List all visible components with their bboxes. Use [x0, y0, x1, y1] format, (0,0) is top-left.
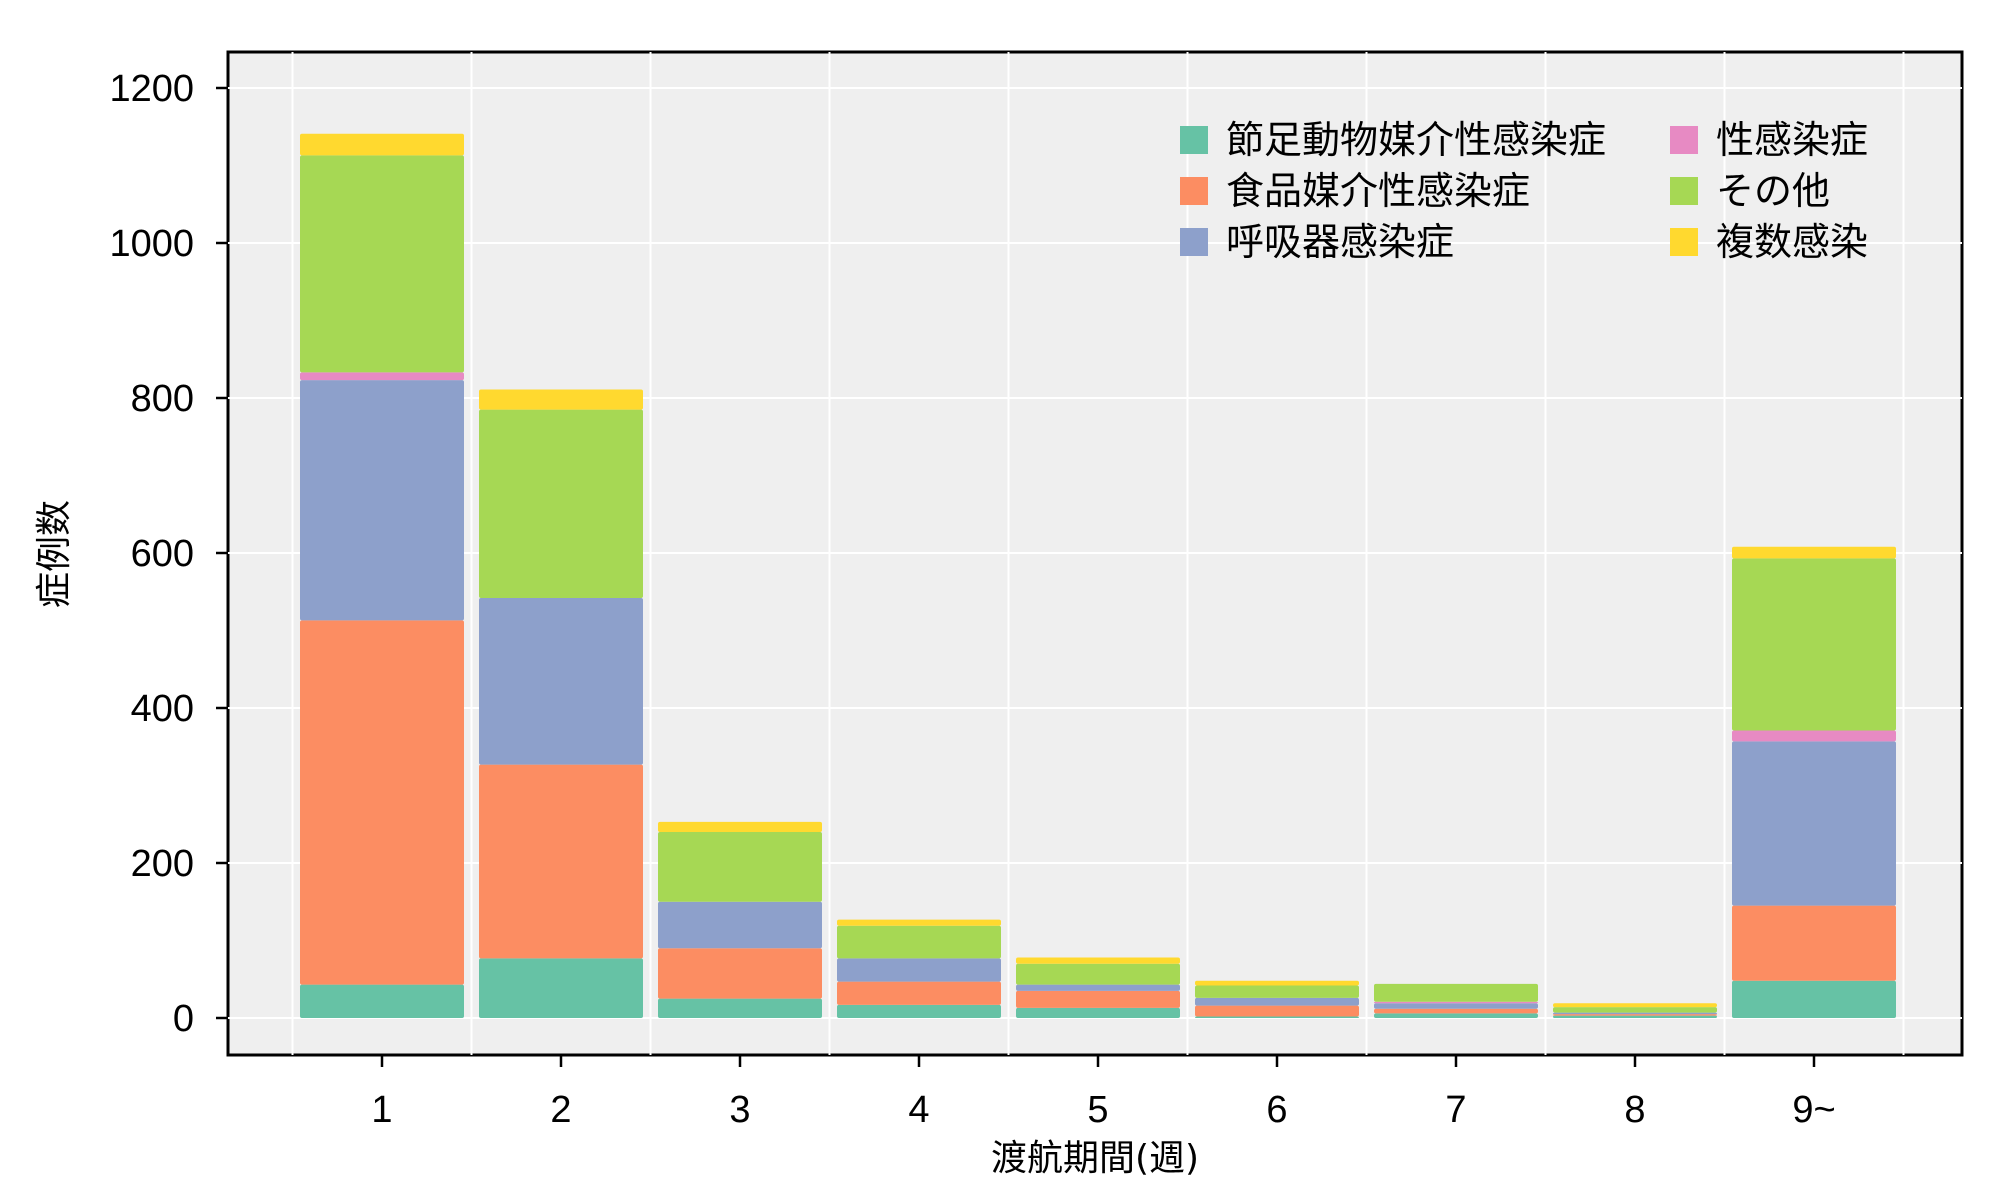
legend-label: 食品媒介性感染症: [1226, 169, 1530, 213]
y-axis: 0 200 400 600 800 1000 1200: [109, 68, 228, 1040]
legend-label: その他: [1716, 169, 1830, 213]
legend-label: 呼吸器感染症: [1226, 220, 1454, 264]
bar-segment: [658, 948, 822, 999]
bar-segment: [1732, 558, 1896, 731]
bar-segment: [1016, 990, 1180, 1008]
bar-segment: [1553, 1003, 1717, 1008]
bar-segment: [1016, 1007, 1180, 1018]
legend-label: 節足動物媒介性感染症: [1226, 118, 1606, 162]
x-tick-label: 8: [1624, 1089, 1645, 1131]
bar-segment: [1732, 546, 1896, 559]
bar-segment: [1374, 1008, 1538, 1014]
legend-swatch: [1670, 228, 1698, 256]
x-tick-label: 1: [371, 1089, 392, 1131]
bar-segment: [1553, 1014, 1717, 1016]
bar-segment: [658, 832, 822, 902]
x-tick-label: 5: [1087, 1089, 1108, 1131]
bar-segment: [1016, 963, 1180, 985]
bar-segment: [1195, 997, 1359, 1006]
bar-segment: [1374, 1013, 1538, 1018]
legend-swatch: [1670, 126, 1698, 154]
bar-segment: [1553, 1012, 1717, 1015]
bar-segment: [300, 984, 464, 1018]
y-tick-label: 0: [173, 998, 194, 1040]
bar-segment: [658, 821, 822, 832]
bar-segment: [658, 901, 822, 949]
y-tick-label: 600: [131, 533, 194, 575]
bar-segment: [300, 133, 464, 156]
bar-segment: [837, 958, 1001, 982]
bar-segment: [300, 380, 464, 621]
bar-segment: [1732, 980, 1896, 1018]
y-tick-label: 1200: [109, 68, 194, 110]
bar-segment: [1016, 984, 1180, 991]
bars: [300, 133, 1896, 1018]
bar-segment: [1195, 1005, 1359, 1017]
bar-segment: [479, 597, 643, 765]
legend-label: 複数感染: [1716, 220, 1868, 264]
bar-segment: [300, 620, 464, 985]
bar-segment: [1374, 983, 1538, 1002]
bar-segment: [1195, 1016, 1359, 1018]
x-axis-title: 渡航期間(週): [991, 1138, 1199, 1179]
bar-segment: [1374, 1001, 1538, 1004]
bar-segment: [1732, 730, 1896, 742]
bar-segment: [658, 998, 822, 1018]
bar-segment: [1374, 1003, 1538, 1009]
x-tick-label: 3: [729, 1089, 750, 1131]
bar-segment: [1553, 1015, 1717, 1018]
bar-segment: [837, 925, 1001, 959]
bar-segment: [479, 958, 643, 1018]
bar-segment: [300, 155, 464, 373]
bar-segment: [1195, 980, 1359, 986]
legend-swatch: [1670, 177, 1698, 205]
bar-segment: [479, 409, 643, 598]
y-tick-label: 1000: [109, 223, 194, 265]
x-tick-label: 2: [550, 1089, 571, 1131]
x-tick-label: 9~: [1792, 1089, 1835, 1131]
bar-segment: [1016, 957, 1180, 964]
x-axis: 1 2 3 4 5 6 7 8 9~: [371, 1055, 1836, 1131]
legend-swatch: [1180, 126, 1208, 154]
x-tick-label: 6: [1266, 1089, 1287, 1131]
bar-segment: [300, 372, 464, 381]
y-tick-label: 200: [131, 843, 194, 885]
bar-segment: [837, 919, 1001, 926]
bar-segment: [1195, 985, 1359, 998]
y-tick-label: 400: [131, 688, 194, 730]
legend-label: 性感染症: [1716, 118, 1868, 162]
y-axis-title: 症例数: [34, 500, 75, 608]
bar-segment: [1732, 905, 1896, 981]
bar-segment: [837, 1004, 1001, 1018]
bar-segment: [1553, 1007, 1717, 1013]
y-tick-label: 800: [131, 378, 194, 420]
x-tick-label: 4: [908, 1089, 929, 1131]
bar-segment: [479, 764, 643, 959]
x-tick-label: 7: [1445, 1089, 1466, 1131]
bar-segment: [1732, 741, 1896, 906]
bar-segment: [837, 981, 1001, 1005]
legend-swatch: [1180, 228, 1208, 256]
legend-swatch: [1180, 177, 1208, 205]
bar-segment: [479, 389, 643, 410]
